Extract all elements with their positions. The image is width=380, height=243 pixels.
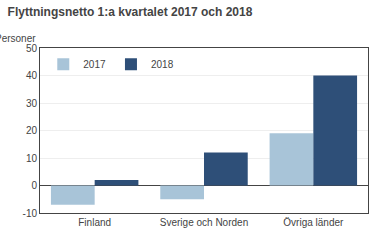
svg-text:40: 40 xyxy=(26,70,38,81)
svg-text:2018: 2018 xyxy=(151,59,174,70)
svg-text:Övriga länder: Övriga länder xyxy=(283,217,344,228)
svg-text:Sverige och Norden: Sverige och Norden xyxy=(160,217,248,228)
svg-text:-10: -10 xyxy=(23,208,38,219)
svg-text:20: 20 xyxy=(26,125,38,136)
svg-text:50: 50 xyxy=(26,43,38,54)
svg-text:0: 0 xyxy=(31,180,37,191)
svg-text:10: 10 xyxy=(26,153,38,164)
svg-text:2017: 2017 xyxy=(83,59,106,70)
svg-text:Flyttningsnetto 1:a kvartalet: Flyttningsnetto 1:a kvartalet 2017 och 2… xyxy=(8,5,253,19)
svg-text:Personer: Personer xyxy=(0,33,36,44)
svg-text:Finland: Finland xyxy=(78,217,111,228)
svg-text:30: 30 xyxy=(26,98,38,109)
